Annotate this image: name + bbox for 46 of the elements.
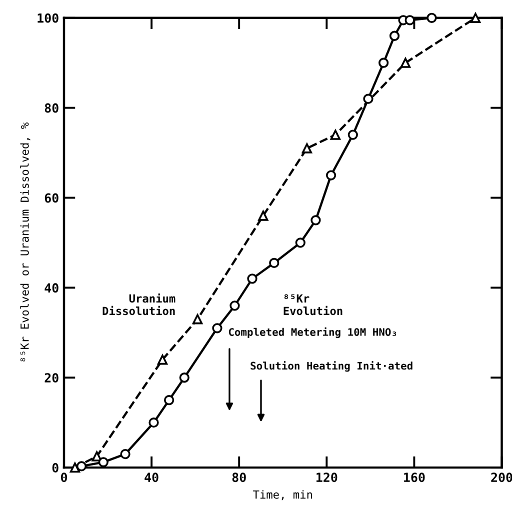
x-tick-label: 80 xyxy=(232,472,246,482)
y-axis-title: ⁸⁵Kr Evolved or Uranium Dissolved, % xyxy=(20,122,30,362)
point xyxy=(179,372,190,383)
point xyxy=(348,130,358,140)
y-tick-label: 40 xyxy=(44,283,58,293)
point xyxy=(400,58,411,68)
annotation: Completed Metering 10M HNO₃ xyxy=(228,327,396,338)
y-tick-label: 60 xyxy=(44,193,58,203)
point xyxy=(192,314,203,324)
point xyxy=(302,143,312,154)
point xyxy=(310,215,321,226)
point xyxy=(212,323,222,334)
x-tick-label: 120 xyxy=(316,472,338,482)
point xyxy=(230,300,240,311)
text: ⁸⁵Kr Evolution xyxy=(284,294,342,316)
point xyxy=(148,418,159,428)
annotation: Solution Heating Init·ated xyxy=(250,361,412,372)
point xyxy=(76,461,87,472)
point xyxy=(247,274,258,284)
point xyxy=(389,30,400,41)
y-tick-label: 100 xyxy=(38,13,58,23)
point xyxy=(330,130,340,140)
x-tick-label: 0 xyxy=(60,472,68,482)
point xyxy=(258,210,268,221)
point xyxy=(470,12,481,23)
point xyxy=(404,15,415,26)
point xyxy=(326,170,336,180)
point xyxy=(378,58,389,68)
point xyxy=(157,354,168,365)
point xyxy=(426,12,437,23)
series-label: Uranium Dissolution xyxy=(102,293,176,316)
point xyxy=(120,449,130,460)
y-tick-label: 80 xyxy=(44,103,58,113)
point xyxy=(98,457,108,468)
x-tick-label: 160 xyxy=(404,472,425,482)
point xyxy=(363,94,374,104)
x-axis-title: Time, min xyxy=(253,490,312,500)
point xyxy=(70,462,80,473)
x-tick-label: 200 xyxy=(491,472,512,482)
y-tick-label: 0 xyxy=(52,463,58,472)
point xyxy=(295,238,306,248)
point xyxy=(164,395,174,406)
y-tick-label: 20 xyxy=(44,373,58,383)
point xyxy=(92,451,102,462)
point xyxy=(269,258,280,268)
x-tick-label: 40 xyxy=(144,472,158,482)
